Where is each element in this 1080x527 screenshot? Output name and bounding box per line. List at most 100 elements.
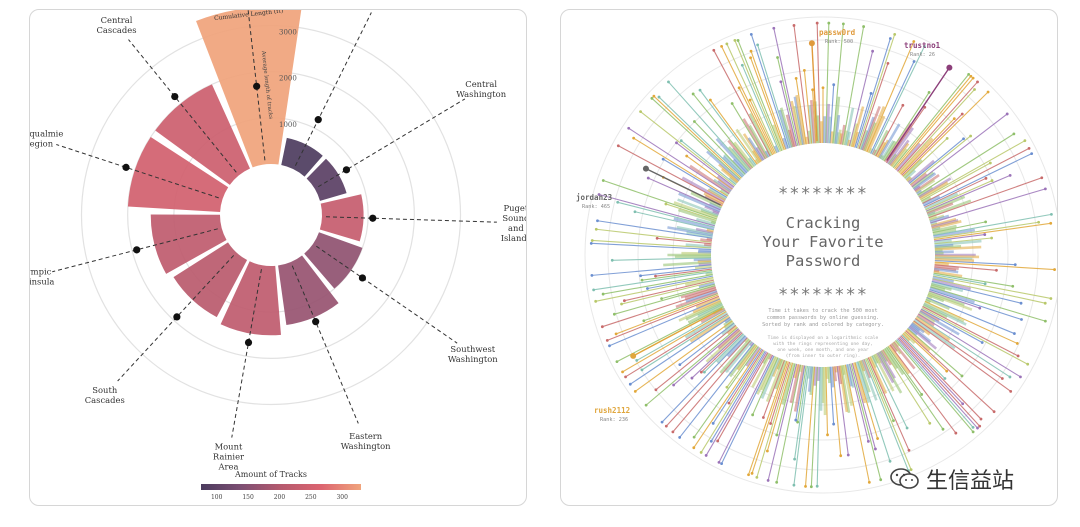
password-dot [633, 210, 637, 214]
password-dot [888, 37, 892, 40]
password-bar [873, 353, 895, 392]
password-bar [852, 131, 860, 148]
password-line [713, 50, 771, 157]
password-dot [614, 332, 618, 336]
password-dot [691, 92, 695, 96]
password-line [645, 327, 738, 406]
password-line [665, 203, 717, 221]
password-bar [839, 365, 851, 414]
password-dot [792, 24, 796, 27]
password-bar [686, 231, 713, 239]
password-bar [919, 309, 940, 322]
password-bar [716, 175, 735, 190]
password-bar [816, 115, 821, 144]
password-bar [681, 176, 726, 203]
password-line [897, 338, 978, 429]
password-dot [737, 86, 741, 90]
password-line [731, 103, 766, 160]
password-bar [932, 276, 954, 283]
password-bar [716, 333, 746, 364]
password-bar [886, 127, 914, 165]
password-bar [816, 366, 821, 382]
password-dot [615, 360, 619, 364]
password-dot [804, 484, 807, 488]
password-line [596, 228, 712, 243]
password-dot [888, 459, 892, 463]
avg-dot-snoqualmie-region [122, 163, 130, 171]
password-line [793, 366, 810, 486]
password-dot [624, 375, 627, 379]
password-bar [908, 325, 938, 350]
password-dot [623, 299, 626, 303]
password-bar [929, 287, 975, 304]
password-bar [934, 243, 954, 248]
region-label-line: Snoqualmie [30, 129, 63, 139]
password-dot [717, 460, 721, 464]
password-line [721, 355, 775, 464]
password-dot [1019, 301, 1023, 305]
password-bar [827, 116, 832, 144]
password-line [647, 275, 714, 290]
password-dot [678, 363, 682, 367]
password-dot [945, 137, 949, 140]
password-dot [612, 312, 616, 316]
password-line [614, 285, 716, 315]
password-line [889, 344, 957, 434]
password-bar [859, 130, 869, 150]
password-dot [632, 136, 636, 140]
password-line [721, 46, 775, 155]
password-line [641, 269, 713, 281]
password-line [914, 318, 1003, 379]
password-bar [849, 123, 859, 147]
password-dot [1012, 332, 1016, 335]
password-bar [760, 357, 781, 399]
password-dot [874, 447, 877, 451]
password-bar [934, 245, 982, 251]
password-bar [678, 192, 721, 213]
password-line [750, 50, 787, 150]
password-line [726, 345, 758, 388]
password-line [933, 222, 1051, 241]
password-bar [915, 316, 951, 341]
password-bar [745, 346, 761, 367]
password-bar [719, 338, 751, 374]
password-bar [911, 322, 925, 334]
password-bar [712, 210, 720, 215]
password-dot [1049, 221, 1053, 225]
title-line-2: Your Favorite [762, 233, 883, 251]
center-disc [715, 147, 931, 363]
password-line [597, 220, 713, 239]
legend-tick: 100 [211, 494, 223, 501]
password-line [924, 300, 1018, 344]
password-line [928, 290, 980, 309]
password-bar [764, 150, 771, 158]
password-line [918, 313, 1021, 378]
password-dot [969, 134, 973, 138]
password-dot [594, 227, 598, 231]
password-line [770, 361, 791, 424]
password-line [883, 92, 930, 162]
password-bar [930, 217, 957, 228]
password-dot [827, 21, 831, 25]
password-dot [765, 449, 769, 453]
description-line: Time it takes to crack the 500 most [768, 308, 877, 314]
stars-bottom: ******** [778, 285, 868, 305]
password-bar [926, 195, 966, 214]
password-line [867, 357, 910, 451]
password-line [904, 331, 948, 372]
password-dot [769, 422, 772, 425]
spoke-mount-rainier-area [231, 269, 262, 438]
password-dot [693, 120, 696, 123]
password-line [836, 366, 849, 456]
password-dot [605, 339, 609, 342]
password-dot [730, 102, 734, 105]
password-dot [699, 451, 703, 454]
spoke-issaquah-alps [294, 12, 372, 166]
password-dot [928, 421, 932, 425]
password-line [693, 347, 762, 449]
region-label-line: Eastern [349, 431, 383, 441]
password-bar [827, 366, 831, 384]
password-bar [693, 257, 712, 262]
region-label-line: Islands [501, 233, 526, 243]
password-bar [756, 355, 777, 395]
